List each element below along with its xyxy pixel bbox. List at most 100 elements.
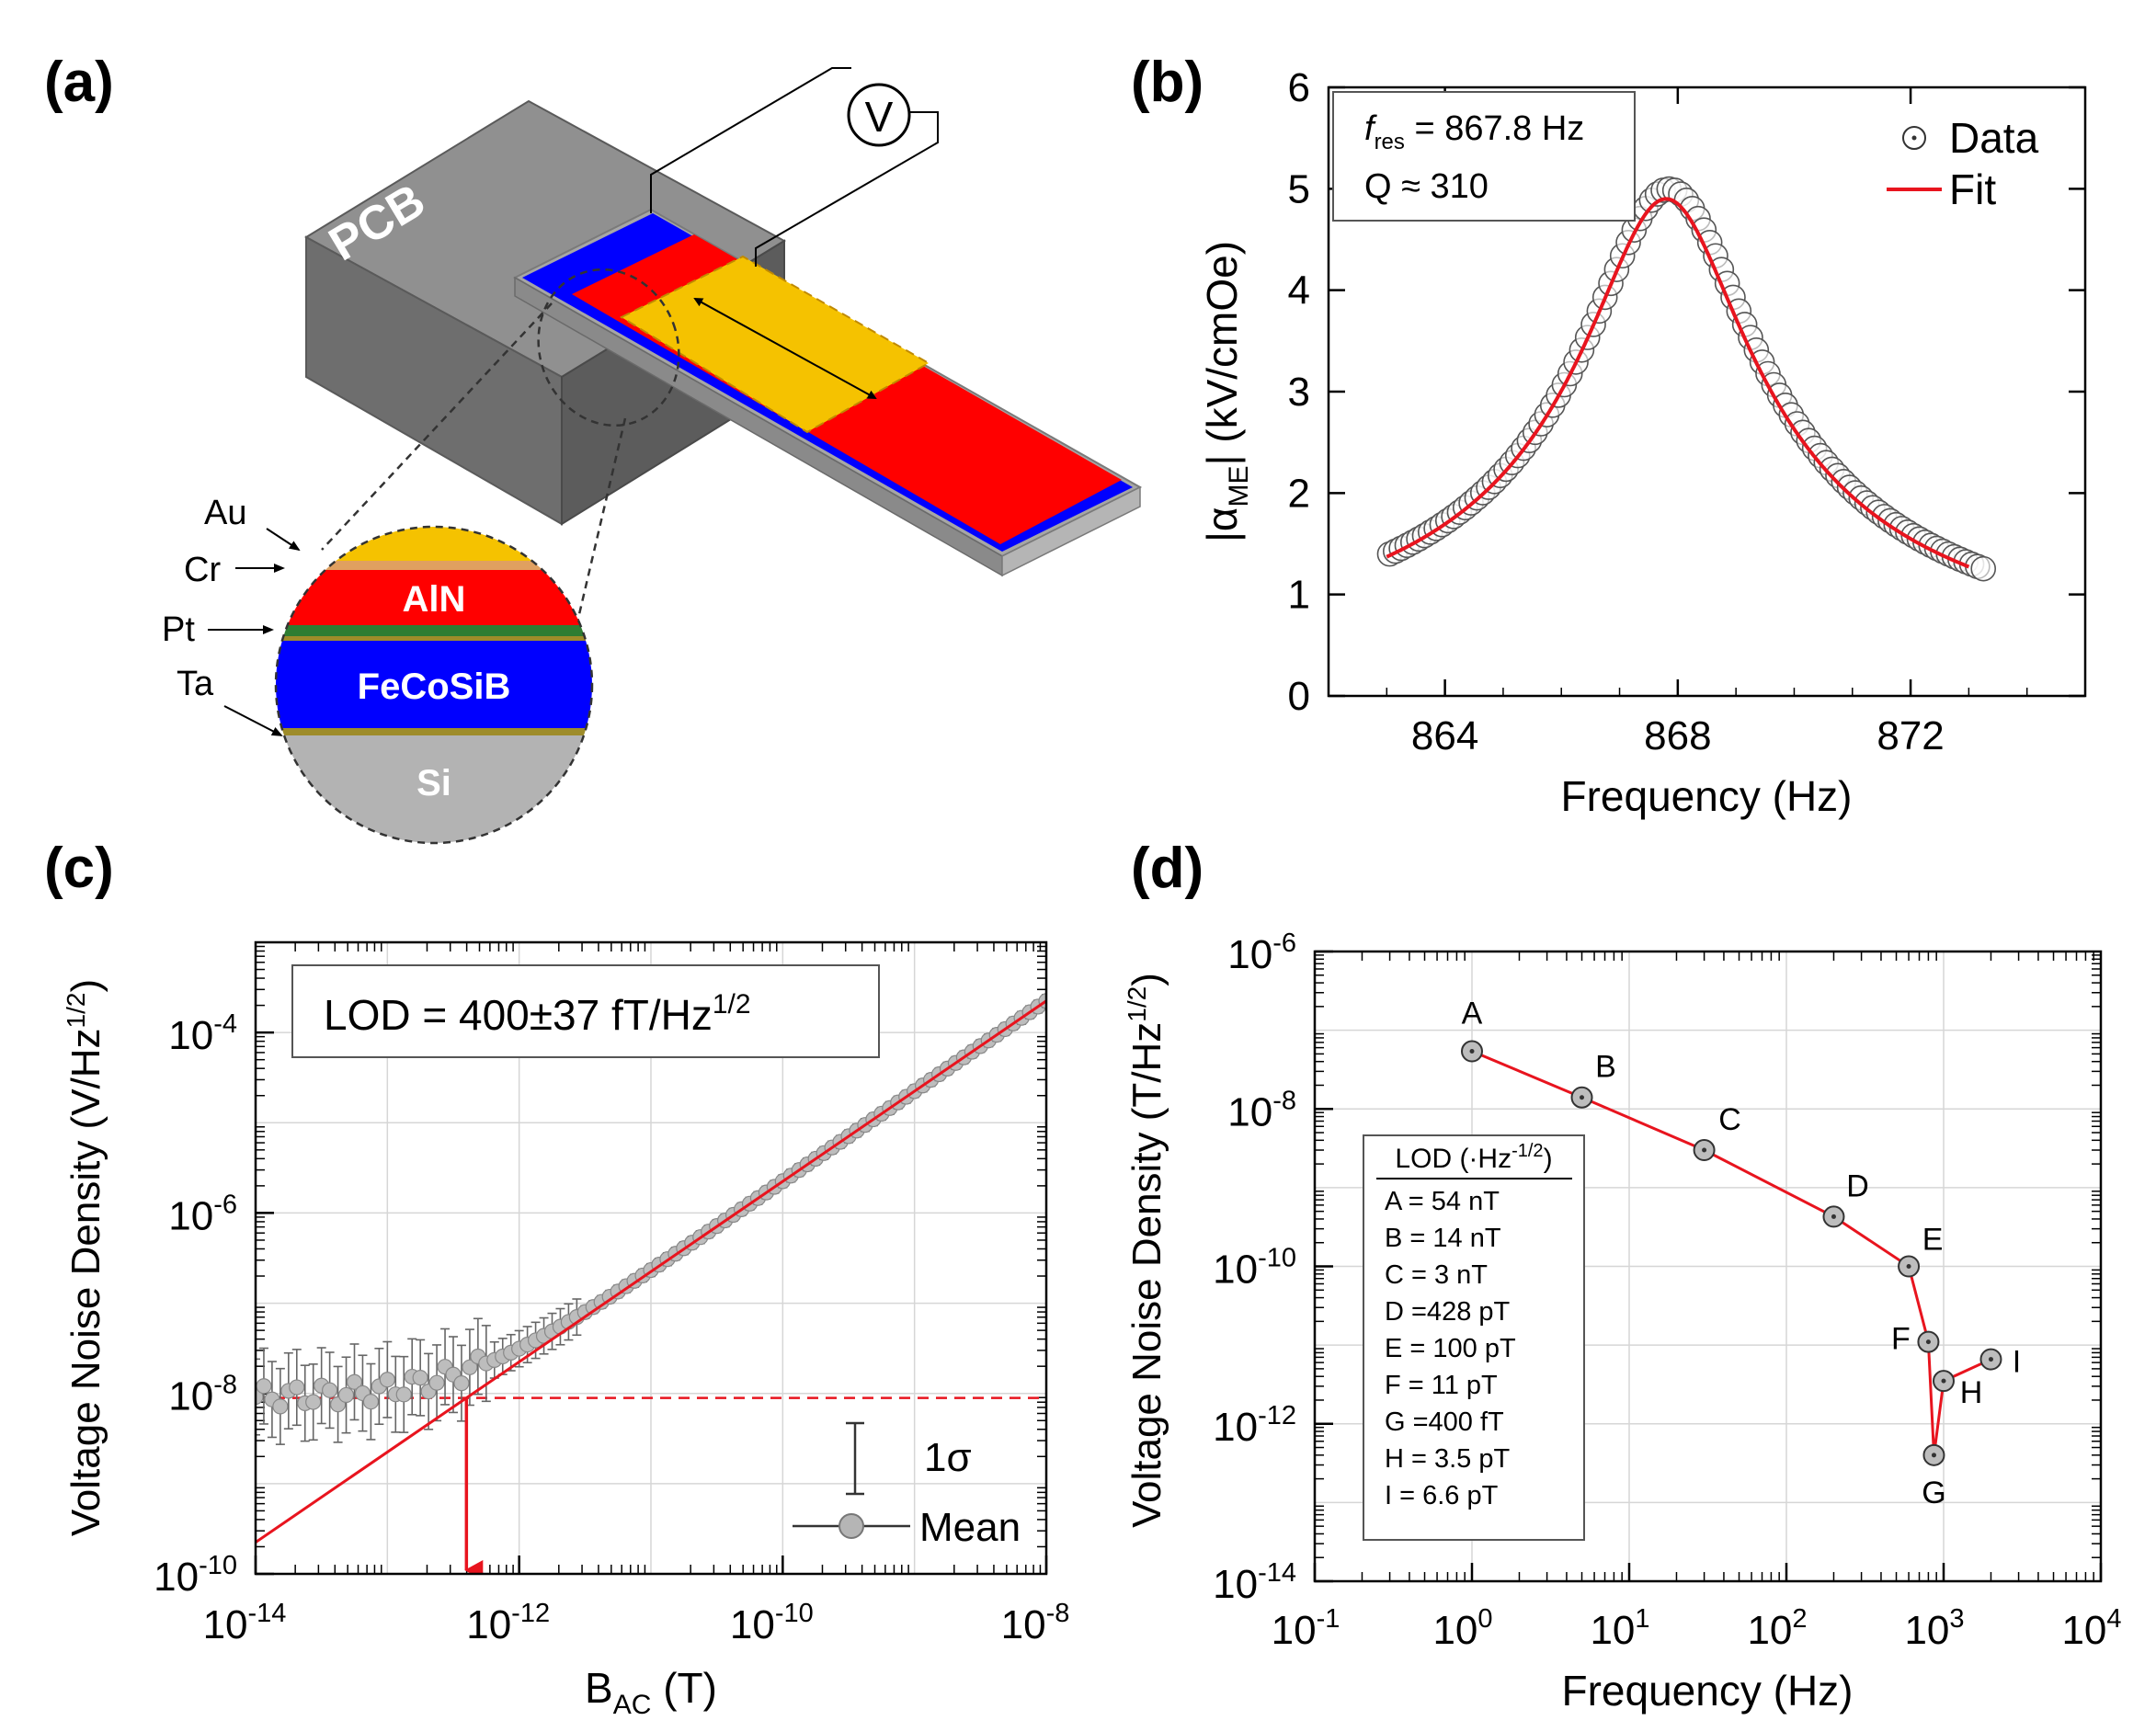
layer-cr (276, 561, 592, 570)
wire-left (650, 67, 851, 213)
layer-label-si: Si (416, 763, 451, 803)
chart-c-mean-point-18 (395, 1386, 412, 1403)
chart-b-fit-line (1386, 197, 1970, 569)
layer-label-cr: Cr (184, 551, 221, 589)
chart-d-ytick-label-4-base: 10 (1227, 932, 1272, 977)
cantilever-end (1001, 485, 1141, 577)
chart-c-xtick-label-2-exp: -10 (775, 1599, 814, 1628)
chart-d-frame (1313, 950, 2103, 1583)
chart-b-ytick-label-4: 4 (1288, 268, 1310, 313)
chart-d-table-row-6: G =400 fT (1385, 1407, 1504, 1437)
chart-c-mean-point-25 (453, 1375, 470, 1392)
chart-b-ylabel: |αME| (kV/cmOe) (1198, 241, 1254, 542)
chart-c-mean-point-3 (272, 1398, 289, 1415)
chart-d-xtick-label-4-exp: 3 (1949, 1604, 1964, 1634)
chart-d-xtick-label-0-base: 10 (1272, 1608, 1317, 1653)
panel-a: (a) PCB V (44, 51, 1143, 845)
legend-data-marker-dot (1911, 135, 1917, 141)
chart-d-xtick-label-3: 102 (1747, 1604, 1807, 1653)
chart-b-xlabel: Frequency (Hz) (1561, 772, 1853, 820)
legend-data-marker (1902, 126, 1926, 150)
chart-c-ytick-label-2-base: 10 (168, 1193, 213, 1238)
chart-c-ytick-label-1-base: 10 (168, 1374, 213, 1419)
panel-b: (b) 864 868 872 0 1 2 3 4 5 6 Frequency (Hz) |αM… (1131, 51, 2087, 820)
chart-c-ytick-label-2: 10-6 (168, 1190, 237, 1238)
chart-b-ytick-label-3: 3 (1288, 370, 1310, 415)
chart-b-fres-sub: res (1375, 130, 1405, 154)
chart-d-xtick-label-4: 103 (1904, 1604, 1964, 1653)
chart-b-xtick-label-1: 868 (1644, 713, 1711, 758)
chart-d-xtick-label-1-exp: 0 (1477, 1604, 1492, 1634)
chart-c-mean-point-22 (428, 1374, 445, 1391)
chart-d-table-box (1363, 1134, 1585, 1541)
zoom-line-upper (321, 302, 553, 551)
chart-c-xtick-label-0-base: 10 (203, 1602, 248, 1647)
chart-b-ylabel-sub: ME (1224, 465, 1254, 507)
chart-d-point-label-E: E (1922, 1223, 1944, 1258)
chart-b-ytick-label-2: 2 (1288, 471, 1310, 516)
chart-b-fres-f: f (1364, 109, 1377, 148)
chart-d-point-label-G: G (1922, 1476, 1945, 1510)
chart-d-data: A B C D E F G HI (1461, 997, 2021, 1510)
chart-c-ylabel-sup: 1/2 (62, 993, 90, 1029)
chart-d-table-row-4: E = 100 pT (1385, 1334, 1516, 1363)
voltmeter-circuit: V (650, 67, 939, 267)
chart-c-mean-point-12 (346, 1373, 363, 1390)
chart-c-frame (254, 940, 1048, 1576)
chart-d-point-dot-C (1702, 1147, 1707, 1153)
layer-label-ta: Ta (177, 665, 214, 703)
chart-d-ytick-label-0: 10-14 (1213, 1558, 1296, 1607)
chart-c-xtick-label-2: 10-10 (730, 1599, 814, 1647)
chart-c-mean-point-9 (322, 1382, 338, 1398)
chart-d-xtick-label-1: 100 (1432, 1604, 1492, 1653)
chart-b-xtick-label-0: 864 (1411, 713, 1478, 758)
chart-d-point-dot-D (1831, 1214, 1836, 1219)
chart-c-xtick-label-3: 10-8 (1001, 1599, 1070, 1647)
arrow-ta (223, 705, 283, 736)
chart-d-table-rows: A = 54 nT B = 14 nT C = 3 nT D =428 pT E = 1… (1385, 1187, 1516, 1510)
chart-d-xtick-label-2-exp: 1 (1635, 1604, 1649, 1634)
chart-d-ytick-label-3: 10-8 (1227, 1086, 1296, 1134)
chart-c-mean-point-11 (337, 1386, 355, 1404)
panel-a-label: (a) (44, 51, 114, 114)
chart-d-ytick-label-2: 10-10 (1213, 1244, 1296, 1293)
chart-d-point-dot-I (1988, 1357, 1993, 1362)
chart-d-table-title-main: LOD (·Hz (1395, 1144, 1511, 1174)
chart-c-ytick-label-0-exp: -10 (199, 1551, 237, 1580)
chart-d-point-label-A: A (1462, 997, 1483, 1031)
chart-b-xtick-labels: 864 868 872 (1411, 713, 1945, 758)
chart-c-ytick-label-3-exp: -4 (213, 1009, 237, 1039)
layer-aln (276, 570, 592, 625)
legend-fit-label: Fit (1949, 165, 1996, 213)
zoom-ellipse (537, 268, 680, 427)
chart-d-xtick-label-5: 104 (2061, 1604, 2121, 1653)
chart-d-xtick-label-2: 101 (1590, 1604, 1649, 1653)
chart-b-fres-value: = 867.8 Hz (1405, 109, 1584, 148)
chart-d-point-dot-G (1931, 1453, 1936, 1458)
chart-b-ytick-labels: 0 1 2 3 4 5 6 (1288, 65, 1310, 719)
chart-d-table-row-5: F = 11 pT (1385, 1371, 1498, 1400)
chart-b-legend: Data Fit (1887, 114, 2039, 213)
chart-b-xtick-label-2: 872 (1877, 713, 1944, 758)
chart-d-xtick-label-0: 10-1 (1272, 1604, 1340, 1653)
chart-d-point-dot-H (1941, 1378, 1946, 1384)
chart-d-table-row-7: H = 3.5 pT (1385, 1444, 1510, 1474)
chart-d-ytick-label-1-exp: -12 (1258, 1401, 1296, 1430)
chart-d-ylabel-end: ) (1124, 973, 1169, 986)
chart-b-ytick-label-5: 5 (1288, 166, 1310, 211)
legend-mean-label: Mean (919, 1505, 1021, 1550)
wire-right (755, 111, 939, 267)
chart-d-point-dot-E (1906, 1264, 1911, 1269)
chart-c-xtick-label-0-exp: -14 (248, 1599, 287, 1628)
chart-d-point-dot-F (1925, 1339, 1931, 1345)
chart-c-lod-sup: 1/2 (713, 989, 751, 1020)
chart-d-xtick-label-0-exp: -1 (1317, 1604, 1340, 1634)
chart-d-xtick-labels: 10-1 100 101 102 103 104 (1272, 1604, 2122, 1653)
chart-b-frame (1327, 85, 2087, 698)
chart-d-ytick-label-3-base: 10 (1227, 1089, 1272, 1134)
chart-c-xtick-label-2-base: 10 (730, 1602, 775, 1647)
chart-d-xtick-label-4-base: 10 (1904, 1608, 1949, 1653)
chart-c-mean-point-1 (256, 1378, 272, 1395)
panel-b-label: (b) (1131, 51, 1203, 114)
